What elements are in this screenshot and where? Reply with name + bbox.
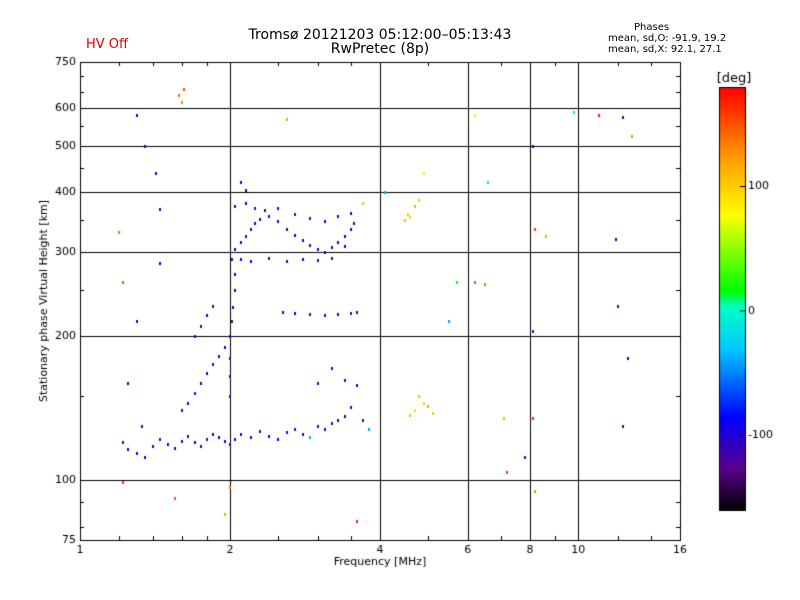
phases-o-mode-stats: mean, sd,O: -91.9, 19.2 (608, 33, 727, 44)
phases-box-title: Phases (634, 22, 670, 33)
plot-title-line1: Tromsø 20121203 05:12:00–05:13:43 (248, 27, 512, 43)
hv-status-label: HV Off (86, 37, 128, 52)
phases-x-mode-stats: mean, sd,X: 92.1, 27.1 (608, 44, 722, 55)
plot-title-line2: RwPretec (8p) (330, 41, 430, 57)
